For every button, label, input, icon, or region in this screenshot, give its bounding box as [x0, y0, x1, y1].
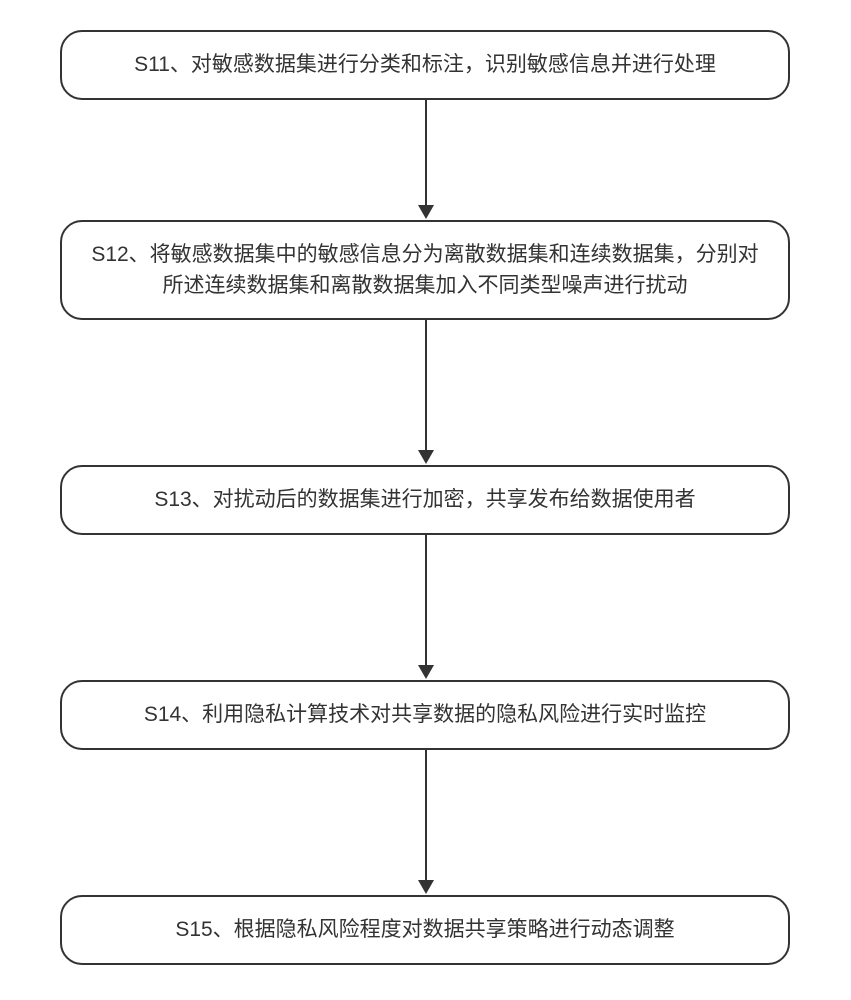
flow-node-s11: S11、对敏感数据集进行分类和标注，识别敏感信息并进行处理 [60, 30, 790, 100]
flow-arrow [418, 535, 434, 679]
flowchart-container: S11、对敏感数据集进行分类和标注，识别敏感信息并进行处理 S12、将敏感数据集… [0, 0, 851, 1000]
node-label: S14、利用隐私计算技术对共享数据的隐私风险进行实时监控 [144, 699, 706, 731]
node-label: S11、对敏感数据集进行分类和标注，识别敏感信息并进行处理 [134, 49, 716, 81]
flow-node-s13: S13、对扰动后的数据集进行加密，共享发布给数据使用者 [60, 465, 790, 535]
flow-arrow [418, 750, 434, 894]
node-label: S13、对扰动后的数据集进行加密，共享发布给数据使用者 [154, 484, 695, 516]
flow-node-s14: S14、利用隐私计算技术对共享数据的隐私风险进行实时监控 [60, 680, 790, 750]
flow-node-s12: S12、将敏感数据集中的敏感信息分为离散数据集和连续数据集，分别对所述连续数据集… [60, 220, 790, 320]
flow-arrow [418, 320, 434, 464]
node-label: S12、将敏感数据集中的敏感信息分为离散数据集和连续数据集，分别对所述连续数据集… [86, 239, 764, 302]
flow-node-s15: S15、根据隐私风险程度对数据共享策略进行动态调整 [60, 895, 790, 965]
node-label: S15、根据隐私风险程度对数据共享策略进行动态调整 [175, 914, 674, 946]
flow-arrow [418, 100, 434, 219]
